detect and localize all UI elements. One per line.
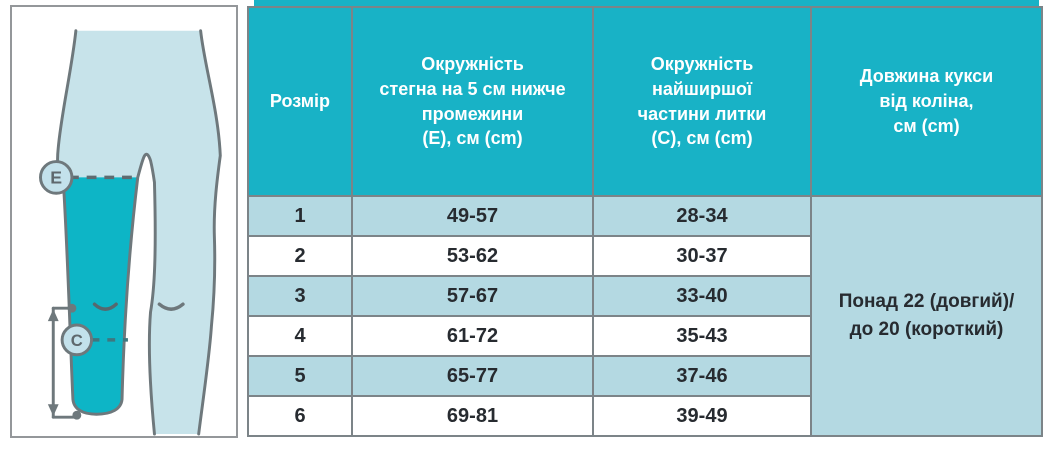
stump-end-dot xyxy=(72,410,82,420)
table-row: 4 61-72 35-43 xyxy=(247,315,1042,357)
col-header-size: Розмір xyxy=(247,6,353,197)
size-cell: 6 xyxy=(247,395,353,437)
col-header-thigh-circumference: Окружність стегна на 5 см нижче промежин… xyxy=(351,6,594,197)
size-table-wrap: Розмір Окружність стегна на 5 см нижче п… xyxy=(247,0,1043,437)
calf-cell: 30-37 xyxy=(592,235,812,277)
c-marker-label: C xyxy=(71,331,83,350)
leg-diagram-panel: E C xyxy=(10,5,238,438)
size-cell: 2 xyxy=(247,235,353,277)
knee-mark-left xyxy=(92,302,118,311)
col-header-calf-circumference: Окружність найширшої частини литки (С), … xyxy=(592,6,812,197)
arrowhead-down xyxy=(47,404,59,417)
calf-cell: 37-46 xyxy=(592,355,812,397)
header-row: Розмір Окружність стегна на 5 см нижче п… xyxy=(247,6,1043,197)
size-cell: 4 xyxy=(247,315,353,357)
thigh-cell: 65-77 xyxy=(351,355,594,397)
knee-point-dot xyxy=(67,303,77,313)
calf-cell: 39-49 xyxy=(592,395,812,437)
table-row: 1 49-57 28-34 Понад 22 (довгий)/ до 20 (… xyxy=(247,195,1043,437)
col-header-stump-length: Довжина кукси від коліна, см (cm) xyxy=(810,6,1043,197)
size-cell: 5 xyxy=(247,355,353,397)
size-table: Розмір Окружність стегна на 5 см нижче п… xyxy=(247,6,1043,437)
leg-diagram: E C xyxy=(39,29,222,436)
thigh-cell: 49-57 xyxy=(351,195,594,237)
table-row: 2 53-62 30-37 xyxy=(247,235,1042,277)
calf-cell: 35-43 xyxy=(592,315,812,357)
table-row: 3 57-67 33-40 xyxy=(247,275,1042,317)
size-cell: 3 xyxy=(247,275,353,317)
e-marker-label: E xyxy=(50,167,62,187)
stump-length-cell: Понад 22 (довгий)/ до 20 (короткий) xyxy=(810,195,1043,437)
thigh-cell: 69-81 xyxy=(351,395,594,437)
c-marker-circle xyxy=(60,323,94,357)
calf-cell: 33-40 xyxy=(592,275,812,317)
table-row: 5 65-77 37-46 xyxy=(247,355,1042,397)
thigh-cell: 61-72 xyxy=(351,315,594,357)
e-marker-circle xyxy=(39,160,74,195)
table-row: 6 69-81 39-49 xyxy=(247,395,1042,437)
calf-cell: 28-34 xyxy=(592,195,812,237)
arrowhead-up xyxy=(47,309,59,322)
size-cell: 1 xyxy=(247,195,353,237)
thigh-cell: 53-62 xyxy=(351,235,594,277)
thigh-cell: 57-67 xyxy=(351,275,594,317)
table-top-edge xyxy=(254,0,1039,6)
knee-mark-right xyxy=(157,302,185,311)
